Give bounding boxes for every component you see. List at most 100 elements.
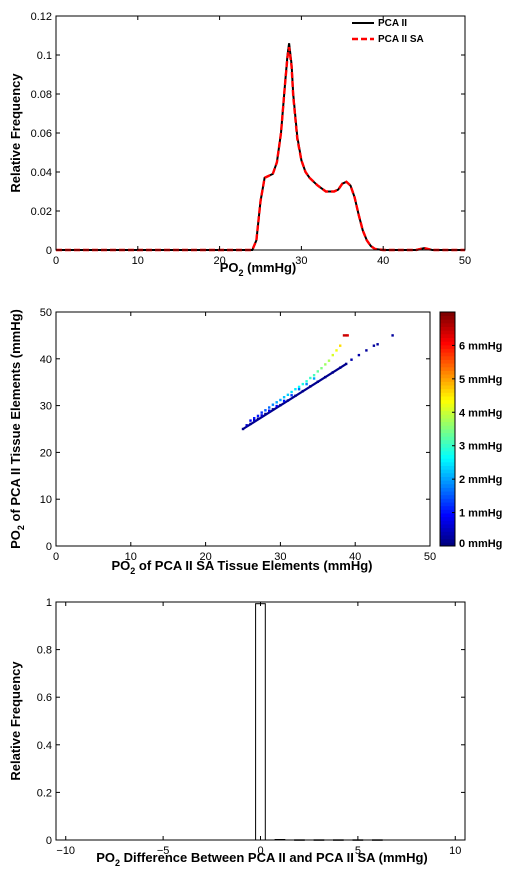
colorbar-segment	[440, 509, 455, 514]
scatter-point	[365, 349, 368, 352]
colorbar-frame	[439, 311, 456, 547]
scatter-y-tick-label: 30	[40, 401, 52, 413]
colorbar-tick-label: 6 mmHg	[459, 340, 502, 352]
colorbar-segment	[440, 480, 455, 485]
colorbar-segment	[440, 502, 455, 507]
frequency-y-axis-label: Relative Frequency	[8, 73, 23, 193]
frequency-x-axis-label: PO2 (mmHg)	[220, 260, 297, 278]
scatter-point	[316, 370, 319, 373]
scatter-point	[256, 414, 260, 418]
scatter-point	[372, 344, 376, 347]
colorbar-segment	[440, 403, 455, 408]
colorbar-segment	[440, 454, 455, 459]
histogram-x-tick-label: 5	[355, 845, 361, 857]
colorbar-segment	[440, 531, 455, 536]
colorbar-segment	[440, 319, 455, 324]
scatter-y-axis-label: PO2 of PCA II Tissue Elements (mmHg)	[8, 309, 26, 549]
scatter-x-axis-label: PO2 of PCA II SA Tissue Elements (mmHg)	[112, 558, 373, 576]
scatter-point	[290, 394, 293, 397]
histogram-axis-ticks: −10 −5 0 5 10 0 0.2 0.4 0.6 0.8 1	[37, 597, 465, 857]
scatter-point	[345, 334, 348, 337]
colorbar-tick-label: 3 mmHg	[459, 441, 502, 453]
colorbar-segment	[440, 436, 455, 441]
histogram-y-tick-label: 0.8	[37, 645, 52, 657]
scatter-point	[279, 398, 282, 402]
colorbar-segment	[440, 352, 455, 357]
scatter-x-tick-label: 10	[125, 551, 137, 563]
colorbar-segment	[440, 359, 455, 364]
scatter-point	[253, 417, 256, 420]
scatter-point	[249, 419, 252, 422]
scatter-y-tick-label: 0	[46, 541, 52, 553]
tissue-scatter-points	[241, 334, 394, 431]
colorbar-segment	[440, 443, 455, 448]
scatter-point	[324, 375, 327, 379]
frequency-y-tick-label: 0.1	[37, 50, 52, 62]
colorbar-segment	[440, 447, 455, 452]
difference-bars	[255, 603, 383, 841]
scatter-point	[339, 366, 342, 369]
scatter-y-tick-label: 20	[40, 447, 52, 459]
colorbar-segment	[440, 538, 455, 543]
scatter-point	[279, 403, 282, 407]
colorbar-segment	[440, 374, 455, 379]
colorbar-segment	[440, 498, 455, 503]
scatter-point	[305, 380, 308, 383]
scatter-point	[331, 371, 334, 374]
scatter-point	[357, 353, 361, 357]
scatter-point	[301, 382, 304, 386]
scatter-y-tick-label: 50	[40, 307, 52, 319]
scatter-point	[253, 418, 256, 422]
colorbar-segment	[440, 381, 455, 386]
scatter-point	[305, 382, 308, 386]
frequency-x-tick-label: 30	[295, 255, 307, 267]
colorbar-segment	[440, 370, 455, 375]
legend-label-pca-ii-sa: PCA II SA	[378, 34, 424, 45]
colorbar-tick-label: 0 mmHg	[459, 538, 502, 550]
scatter-point	[294, 394, 297, 397]
scatter-point	[275, 401, 278, 404]
colorbar: 0 mmHg 1 mmHg 2 mmHg 3 mmHg 4 mmHg 5 mmHg 6 mm…	[439, 311, 502, 550]
scatter-point	[271, 408, 275, 411]
colorbar-segment	[440, 450, 455, 455]
scatter-axis-ticks: 0 10 20 30 40 50 0 10 20 30 40 50	[40, 307, 436, 563]
scatter-point	[346, 334, 349, 337]
scatter-point	[275, 404, 278, 408]
colorbar-segment	[440, 483, 455, 488]
scatter-point	[249, 422, 252, 426]
scatter-point	[350, 358, 353, 361]
scatter-point	[339, 344, 342, 347]
colorbar-segment	[440, 491, 455, 496]
scatter-point	[297, 385, 301, 389]
colorbar-segment	[440, 472, 455, 477]
colorbar-segment	[440, 432, 455, 437]
scatter-point	[264, 412, 267, 416]
colorbar-segment	[440, 513, 455, 518]
scatter-point	[260, 411, 263, 414]
colorbar-segment	[440, 326, 455, 331]
colorbar-segment	[440, 418, 455, 423]
scatter-point	[256, 417, 260, 420]
colorbar-segment	[440, 344, 455, 349]
scatter-point	[342, 334, 346, 337]
frequency-axis-ticks: 0 10 20 30 40 50 0 0.02 0.04 0.06 0.08 0.1 0.12	[31, 11, 472, 267]
scatter-point	[345, 362, 348, 366]
difference-histogram-chart: −10 −5 0 5 10 0 0.2 0.4 0.6 0.8 1 PO2 Difference B…	[8, 597, 466, 868]
colorbar-tick-label: 4 mmHg	[459, 407, 502, 419]
colorbar-segment	[440, 396, 455, 401]
colorbar-segment	[440, 535, 455, 540]
colorbar-segment	[440, 333, 455, 338]
colorbar-segment	[440, 407, 455, 412]
colorbar-segment	[440, 494, 455, 499]
scatter-x-tick-label: 20	[199, 551, 211, 563]
histogram-x-axis-label: PO2 Difference Between PCA II and PCA II…	[96, 850, 428, 868]
colorbar-segment	[440, 377, 455, 382]
scatter-point	[309, 385, 312, 388]
scatter-point	[290, 390, 293, 394]
scatter-point	[376, 343, 379, 346]
legend-label-pca-ii: PCA II	[378, 18, 407, 29]
colorbar-segment	[440, 322, 455, 328]
scatter-x-tick-label: 40	[349, 551, 361, 563]
scatter-point	[327, 359, 331, 362]
scatter-point	[264, 409, 267, 412]
